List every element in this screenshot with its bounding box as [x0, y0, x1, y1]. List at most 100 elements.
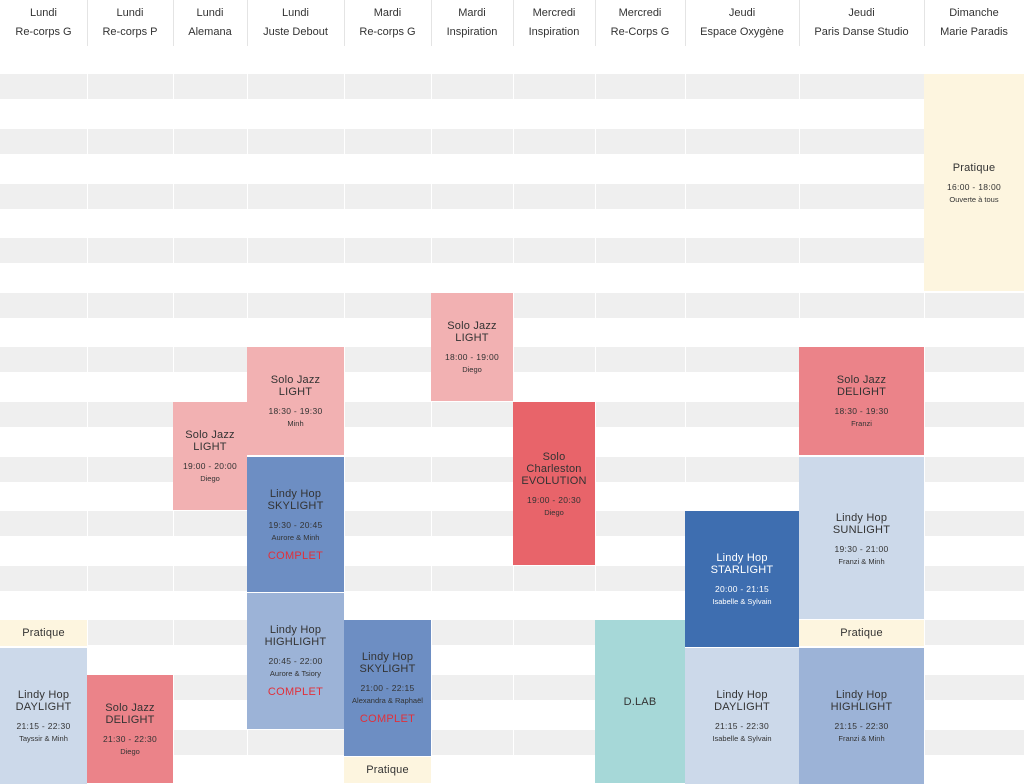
class-title: Lindy Hop STARLIGHT [685, 552, 799, 576]
class-block[interactable]: Pratique 16:00 - 18:00 Ouverte à tous [924, 73, 1024, 291]
class-title-line: Pratique [952, 161, 996, 174]
class-title: Lindy Hop DAYLIGHT [0, 689, 87, 713]
class-teachers: Aurore & Minh [271, 533, 320, 542]
column-divider [431, 46, 432, 758]
column-studio: Re-corps G [359, 26, 416, 38]
class-title: Pratique [344, 764, 431, 776]
class-title-line: LIGHT [193, 441, 227, 453]
column-header: Mardi Re-corps G [344, 0, 431, 46]
class-block[interactable]: Lindy Hop HIGHLIGHT 20:45 - 22:00 Aurore & … [247, 592, 344, 729]
class-title-line: Solo Jazz [447, 320, 497, 332]
class-block-content: Lindy Hop STARLIGHT 20:00 - 21:15 Isabelle … [685, 552, 799, 606]
class-title-line: DAYLIGHT [15, 701, 72, 713]
class-title-line: Solo Jazz [836, 374, 887, 386]
column-studio: Re-Corps G [610, 26, 670, 38]
schedule-header: Lundi Re-corps G Lundi Re-corps P Lundi Alema… [0, 0, 1024, 46]
class-title: Pratique [799, 627, 924, 639]
class-block-content: Pratique 16:00 - 18:00 Ouverte à tous [924, 162, 1024, 204]
column-day: Mardi [373, 7, 402, 19]
column-studio: Marie Paradis [940, 26, 1008, 38]
class-title-line: LIGHT [278, 386, 313, 398]
class-block[interactable]: Pratique [799, 619, 924, 646]
column-studio: Re-corps G [15, 26, 72, 38]
schedule-grid: Pratique 16:00 - 18:00 Ouverte à tous Solo … [0, 46, 1024, 784]
column-day: Mercredi [618, 7, 662, 19]
class-teachers: Diego [200, 474, 220, 483]
class-time: 21:00 - 22:15 [360, 683, 415, 693]
class-block[interactable]: Lindy Hop SKYLIGHT 21:00 - 22:15 Alexandra … [344, 619, 431, 756]
column-day: Dimanche [949, 7, 999, 19]
class-time: 19:00 - 20:00 [183, 461, 237, 471]
column-divider [924, 46, 925, 758]
column-studio: Paris Danse Studio [814, 26, 909, 38]
class-title-line: Lindy Hop [361, 651, 414, 663]
class-block[interactable]: Lindy Hop SKYLIGHT 19:30 - 20:45 Aurore & M… [247, 456, 344, 593]
class-title: Solo Jazz DELIGHT [799, 374, 924, 398]
class-title: Pratique [924, 162, 1024, 174]
header-divider [87, 0, 88, 46]
class-time: 19:30 - 21:00 [834, 543, 889, 554]
class-teachers: Franzi [851, 419, 872, 428]
column-day: Lundi [196, 7, 224, 19]
class-block[interactable]: Lindy Hop DAYLIGHT 21:15 - 22:30 Tayssir & … [0, 647, 87, 784]
class-block-content: Pratique [799, 627, 924, 639]
header-divider [595, 0, 596, 46]
class-teachers: Franzi & Minh [838, 734, 885, 743]
class-teachers: Tayssir & Minh [19, 734, 68, 743]
class-block[interactable]: Solo Jazz DELIGHT 21:30 - 22:30 Diego [87, 674, 173, 783]
class-teachers: Aurore & Tsiory [269, 669, 322, 678]
class-block-content: Lindy Hop SUNLIGHT 19:30 - 21:00 Franzi & M… [799, 512, 924, 566]
class-block-content: Lindy Hop HIGHLIGHT 20:45 - 22:00 Aurore & … [247, 624, 344, 698]
class-title-line: SUNLIGHT [832, 523, 891, 536]
time-row-stripe [0, 184, 1024, 209]
column-header: Mercredi Re-Corps G [595, 0, 685, 46]
class-block[interactable]: Solo Jazz DELIGHT 18:30 - 19:30 Franzi [799, 346, 924, 455]
column-header: Lundi Juste Debout [247, 0, 344, 46]
class-time: 19:00 - 20:30 [527, 494, 581, 505]
class-block[interactable]: Pratique [344, 756, 431, 783]
class-title-line: Pratique [22, 627, 65, 639]
class-block[interactable]: Lindy Hop STARLIGHT 20:00 - 21:15 Isabelle … [685, 510, 799, 647]
class-block-content: Lindy Hop SKYLIGHT 19:30 - 20:45 Aurore & M… [247, 488, 344, 562]
header-divider [924, 0, 925, 46]
class-block[interactable]: Solo Jazz LIGHT 18:00 - 19:00 Diego [431, 292, 513, 401]
class-block[interactable]: Solo Jazz LIGHT 18:30 - 19:30 Minh [247, 346, 344, 455]
class-block[interactable]: Lindy Hop HIGHLIGHT 21:15 - 22:30 Franzi & … [799, 647, 924, 784]
class-title-line: Lindy Hop [716, 552, 768, 564]
column-day: Mardi [458, 7, 486, 19]
class-title: Solo Jazz LIGHT [247, 374, 344, 398]
column-header: Mercredi Inspiration [513, 0, 595, 46]
class-title: Lindy Hop SKYLIGHT [344, 651, 431, 675]
class-title-line: SKYLIGHT [267, 500, 324, 512]
class-title: Lindy Hop SKYLIGHT [247, 488, 344, 512]
class-title-line: HIGHLIGHT [264, 636, 327, 648]
class-block[interactable]: D.LAB [595, 619, 685, 783]
class-title-line: DELIGHT [836, 386, 887, 398]
class-title-line: EVOLUTION [521, 474, 587, 487]
class-block-content: Solo Jazz DELIGHT 21:30 - 22:30 Diego [87, 702, 173, 756]
class-block[interactable]: Solo Charleston EVOLUTION 19:00 - 20:30 Dieg… [513, 401, 595, 565]
class-title-line: Pratique [366, 764, 409, 776]
column-studio: Juste Debout [263, 26, 328, 38]
column-day: Jeudi [848, 7, 875, 19]
class-block[interactable]: Lindy Hop DAYLIGHT 21:15 - 22:30 Isabelle &… [685, 647, 799, 784]
class-teachers: Diego [462, 365, 482, 374]
class-block[interactable]: Solo Jazz LIGHT 19:00 - 20:00 Diego [173, 401, 247, 510]
class-title-line: Lindy Hop [17, 689, 70, 701]
column-day: Lundi [116, 7, 144, 19]
class-title: Lindy Hop SUNLIGHT [799, 512, 924, 536]
class-block-content: Solo Jazz LIGHT 18:30 - 19:30 Minh [247, 374, 344, 428]
column-header: Lundi Re-corps P [87, 0, 173, 46]
column-studio: Alemana [188, 26, 232, 38]
class-block[interactable]: Pratique [0, 619, 87, 646]
class-title-line: D.LAB [623, 695, 657, 708]
column-header: Lundi Re-corps G [0, 0, 87, 46]
column-studio: Inspiration [446, 26, 498, 38]
column-studio: Inspiration [528, 26, 580, 38]
class-title: Solo Jazz LIGHT [173, 429, 247, 453]
class-teachers: Diego [544, 507, 564, 517]
class-title-line: HIGHLIGHT [830, 701, 893, 713]
class-block[interactable]: Lindy Hop SUNLIGHT 19:30 - 21:00 Franzi & M… [799, 456, 924, 620]
time-row-stripe [0, 74, 1024, 99]
column-day: Jeudi [728, 7, 756, 19]
